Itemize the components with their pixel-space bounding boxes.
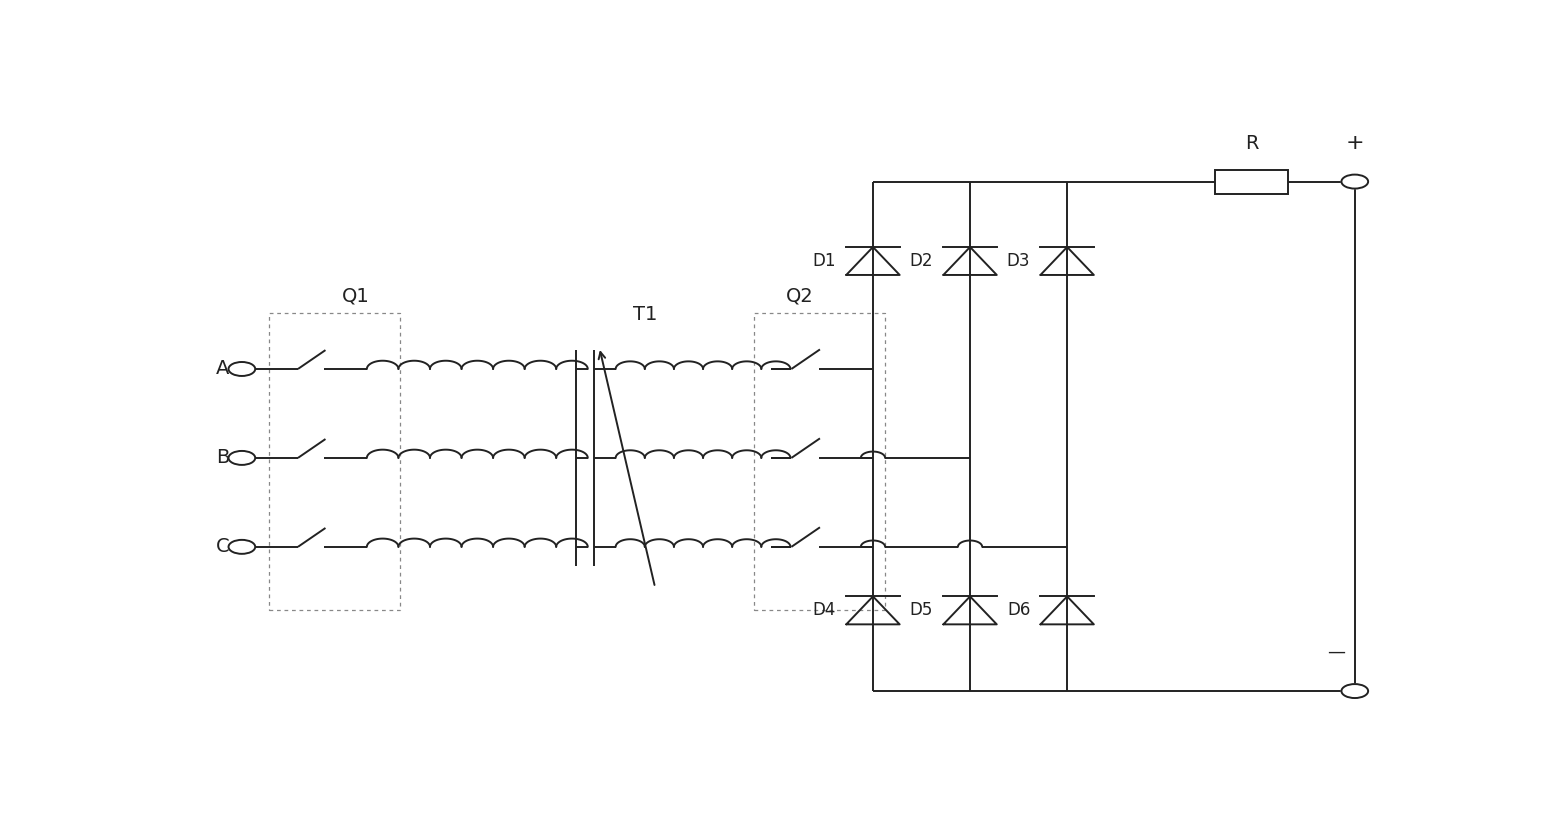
Bar [755,313,885,610]
Text: C: C [216,537,229,556]
Text: Q1: Q1 [341,286,370,305]
Circle shape [1342,175,1369,189]
Text: A: A [216,360,229,379]
Text: T1: T1 [633,305,658,324]
Circle shape [229,540,255,554]
Text: +: + [1345,134,1364,153]
Circle shape [229,451,255,465]
Text: D4: D4 [813,601,836,620]
Text: D2: D2 [910,252,933,270]
Bar [269,313,399,610]
Bar [1215,169,1287,194]
Text: D5: D5 [910,601,933,620]
Circle shape [1342,684,1369,698]
Text: D6: D6 [1007,601,1030,620]
Text: Q2: Q2 [786,286,814,305]
Text: D1: D1 [813,252,836,270]
Circle shape [229,362,255,376]
Text: B: B [216,449,229,468]
Text: —: — [1328,643,1345,661]
Text: R: R [1245,134,1259,153]
Text: D3: D3 [1007,252,1030,270]
